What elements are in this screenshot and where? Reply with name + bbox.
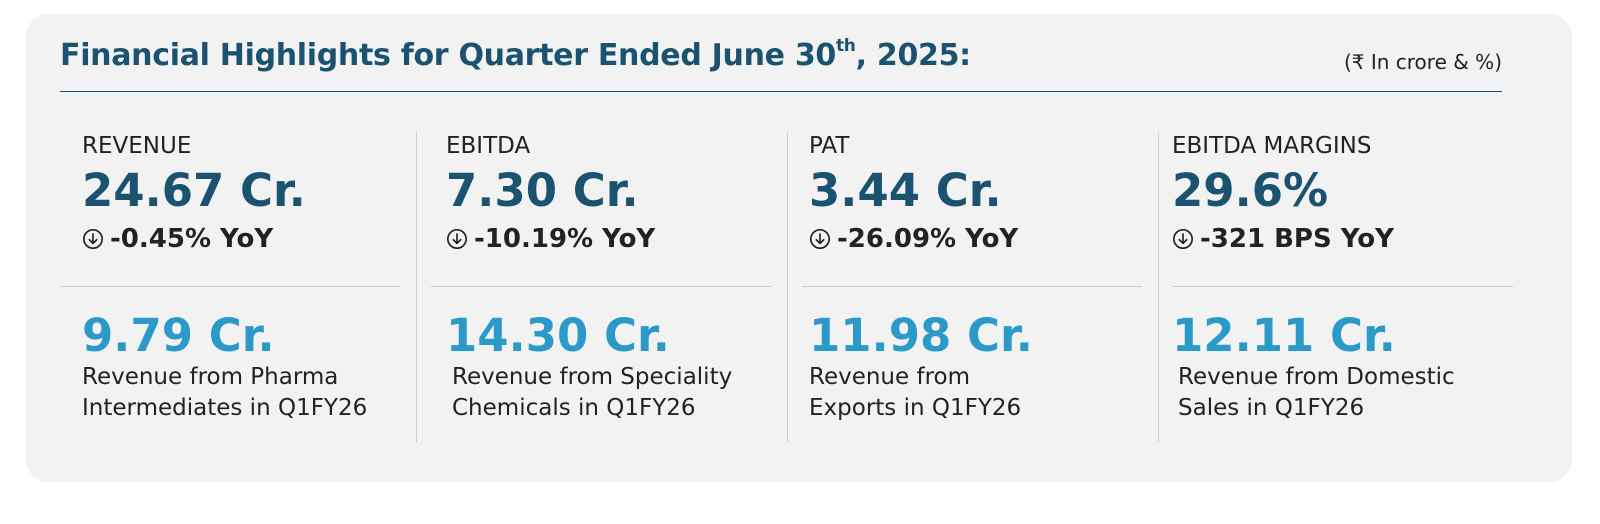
sub-metric-desc: Revenue from Exports in Q1FY26 [809,364,1022,421]
title-divider [60,91,1502,92]
sub-metric-value: 12.11 Cr. [1172,309,1396,362]
unit-note: (₹ In crore & %) [1343,50,1502,74]
metric-change-text: -0.45% YoY [110,224,274,254]
metric-pat: PAT 3.44 Cr. -26.09% YoY [809,132,1149,256]
metric-change: -0.45% YoY [82,222,422,256]
metric-label: EBITDA [446,133,531,159]
title-main: Financial Highlights for Quarter Ended J… [60,38,836,73]
metric-change-text: -321 BPS YoY [1200,224,1394,254]
arrow-down-circle-icon [83,229,103,249]
column-divider [1158,132,1159,442]
sub-metric-value: 14.30 Cr. [446,309,670,362]
metric-label: PAT [809,133,850,159]
page-title: Financial Highlights for Quarter Ended J… [60,36,972,73]
row-divider [802,286,1142,287]
sub-metric-exports: 11.98 Cr. Revenue from Exports in Q1FY26 [809,310,1139,424]
sub-metric-value: 11.98 Cr. [809,309,1033,362]
sub-metric-pharma: 9.79 Cr. Revenue from Pharma Intermediat… [82,310,412,424]
metric-value: 7.30 Cr. [446,164,639,217]
sub-metric-domestic: 12.11 Cr. Revenue from Domestic Sales in… [1172,310,1502,424]
column-divider [787,132,788,442]
metric-change-text: -26.09% YoY [837,224,1019,254]
metric-change-text: -10.19% YoY [474,224,656,254]
metric-ebitda-margins: EBITDA MARGINS 29.6% -321 BPS YoY [1172,132,1512,256]
metric-label: EBITDA MARGINS [1172,133,1372,159]
metric-label: REVENUE [82,133,192,159]
column-divider [416,132,417,442]
arrow-down-circle-icon [447,229,467,249]
row-divider [431,286,771,287]
sub-metric-speciality: 14.30 Cr. Revenue from Speciality Chemic… [446,310,776,424]
sub-metric-desc: Revenue from Pharma Intermediates in Q1F… [82,364,368,421]
row-divider [60,286,400,287]
metric-value: 3.44 Cr. [809,164,1002,217]
metric-value: 29.6% [1172,164,1329,217]
sub-metric-desc: Revenue from Domestic Sales in Q1FY26 [1178,364,1455,421]
metric-ebitda: EBITDA 7.30 Cr. -10.19% YoY [446,132,786,256]
metric-change: -321 BPS YoY [1172,222,1512,256]
metric-value: 24.67 Cr. [82,164,306,217]
metric-revenue: REVENUE 24.67 Cr. -0.45% YoY [82,132,422,256]
sub-metric-value: 9.79 Cr. [82,309,275,362]
row-divider [1173,286,1513,287]
arrow-down-circle-icon [1173,229,1193,249]
title-superscript: th [835,36,856,56]
metric-change: -10.19% YoY [446,222,786,256]
sub-metric-desc: Revenue from Speciality Chemicals in Q1F… [452,364,733,421]
title-end: , 2025: [855,38,972,73]
metric-change: -26.09% YoY [809,222,1149,256]
highlights-card: Financial Highlights for Quarter Ended J… [26,14,1572,482]
arrow-down-circle-icon [810,229,830,249]
